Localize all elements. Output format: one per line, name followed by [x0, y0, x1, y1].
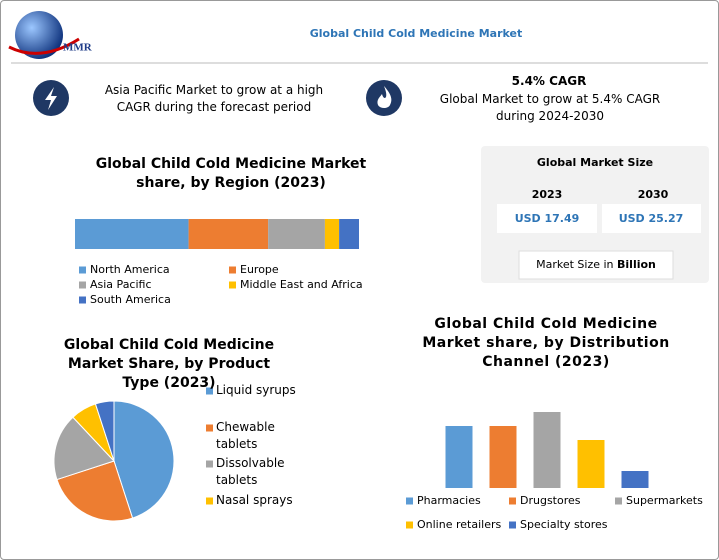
legend-swatch: [79, 266, 86, 274]
bar: [445, 426, 473, 488]
bar-segment: [268, 219, 325, 249]
highlight-title: 5.4% CAGR: [511, 74, 587, 88]
legend-swatch: [615, 497, 622, 505]
logo-text: MMR: [63, 42, 93, 54]
legend-swatch: [406, 521, 413, 529]
legend-swatch: [509, 497, 516, 505]
highlight-text: Asia Pacific Market to grow at a high CA…: [104, 83, 324, 114]
legend-swatch: [206, 460, 213, 468]
legend-swatch: [206, 497, 213, 505]
note-box: [518, 250, 674, 280]
note: Market Size in: [536, 258, 613, 271]
bar: [489, 426, 517, 488]
bar: [621, 471, 649, 488]
legend-label: Chewable tablets: [216, 420, 275, 451]
size-value: USD 17.49: [515, 212, 580, 225]
size-note: Market Size in Billion: [536, 258, 656, 271]
logo-globe: [15, 11, 63, 59]
pie-slice: [53, 416, 115, 481]
legend-label: Specialty stores: [520, 518, 608, 531]
bar-segment: [75, 219, 189, 249]
year: 2030: [638, 188, 669, 201]
bar: [577, 440, 605, 488]
value-box: [497, 204, 597, 233]
bar-segment: [324, 219, 340, 249]
legend-label: South America: [90, 293, 171, 306]
legend-label: Liquid syrups: [216, 383, 296, 397]
legend-swatch: [406, 497, 413, 505]
legend-swatch: [206, 387, 213, 395]
legend-swatch: [509, 521, 516, 529]
highlight-text: Global Market to grow at 5.4% CAGR durin…: [439, 92, 661, 123]
chart-title: Global Child Cold Medicine Market Share,…: [63, 337, 275, 391]
legend-label: Europe: [240, 263, 279, 276]
logo-swoosh: [8, 37, 80, 55]
pie-slice: [113, 400, 175, 519]
legend-swatch: [206, 424, 213, 432]
pie-slice: [56, 460, 134, 522]
fire-shape: [377, 86, 392, 108]
bolt-shape: [45, 87, 57, 110]
legend-label: Middle East and Africa: [240, 278, 363, 291]
legend-label: Supermarkets: [626, 494, 703, 507]
legend-label: Drugstores: [520, 494, 581, 507]
size-value: USD 25.27: [619, 212, 684, 225]
bar-segment: [339, 219, 359, 249]
chart-title: Global Child Cold Medicine Market share,…: [422, 316, 670, 370]
legend-label: Asia Pacific: [90, 278, 152, 291]
legend-label: Dissolvable tablets: [216, 456, 285, 487]
legend-label: Pharmacies: [417, 494, 481, 507]
pie-slice: [94, 400, 115, 462]
bar: [533, 412, 561, 488]
page-title: Global Child Cold Medicine Market: [310, 27, 523, 40]
legend-swatch: [229, 266, 236, 274]
legend-swatch: [229, 281, 236, 289]
legend-swatch: [79, 281, 86, 289]
bar-segment: [188, 219, 269, 249]
market-size-title: Global Market Size: [537, 156, 653, 169]
chart-title: Global Child Cold Medicine Market share,…: [95, 156, 367, 191]
legend-label: Online retailers: [417, 518, 501, 531]
legend-swatch: [79, 296, 86, 304]
legend-label: North America: [90, 263, 170, 276]
legend-label: Nasal sprays: [216, 493, 293, 507]
value-box: [602, 204, 701, 233]
unit: Billion: [617, 258, 656, 271]
year: 2023: [532, 188, 563, 201]
